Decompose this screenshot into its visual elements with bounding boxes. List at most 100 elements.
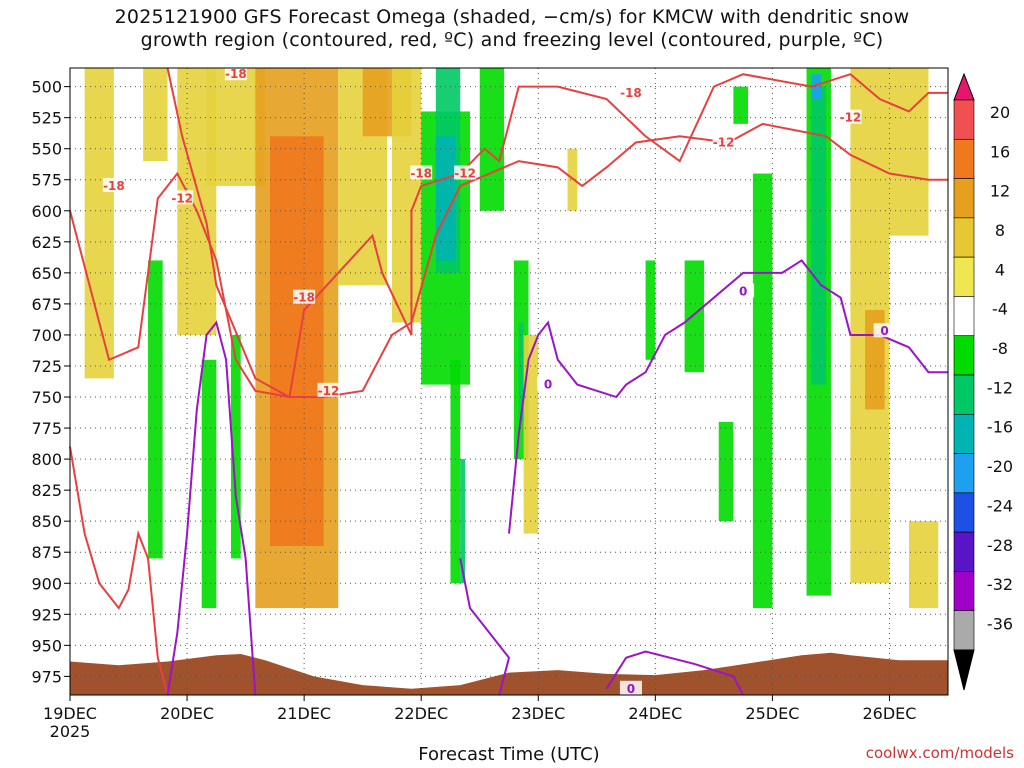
title-line-2: growth region (contoured, red, ºC) and f… — [140, 29, 884, 51]
contour-label-12: 0 — [880, 324, 888, 338]
contour-label-5: -18 — [410, 167, 432, 181]
y-tick-label-675: 675 — [31, 295, 62, 314]
omega-region-8 — [391, 68, 422, 323]
colorbar-label-5: -4 — [992, 300, 1008, 319]
x-axis-label: Forecast Time (UTC) — [418, 744, 600, 765]
y-tick-label-700: 700 — [31, 326, 62, 345]
y-tick-label-600: 600 — [31, 202, 62, 221]
contour-label-8: -12 — [713, 135, 735, 149]
contour-label-1: -12 — [171, 191, 193, 205]
omega-region-1 — [143, 68, 168, 162]
colorbar-segment-12 — [953, 531, 975, 572]
colorbar-segment-8 — [953, 374, 975, 415]
y-tick-label-875: 875 — [31, 543, 62, 562]
contour-label-bg-0 — [102, 177, 125, 192]
colorbar-label-11: -28 — [987, 536, 1013, 555]
contour-label-bg-13 — [619, 680, 642, 695]
contour-label-bg-7 — [619, 84, 642, 99]
x-tick-label-26DEC: 26DEC — [862, 704, 916, 723]
contour-label-bg-6 — [454, 165, 477, 180]
contour-label-bg-3 — [293, 289, 316, 304]
y-tick-label-850: 850 — [31, 512, 62, 531]
colorbar-label-6: -8 — [992, 339, 1008, 358]
omega-region-29 — [811, 74, 822, 100]
omega-region-10 — [201, 359, 217, 609]
omega-region-22 — [645, 260, 656, 360]
contour-label-0: -18 — [103, 179, 125, 193]
x-tick-label-24DEC: 24DEC — [628, 704, 682, 723]
colorbar-segment-3 — [953, 178, 975, 219]
omega-region-5 — [269, 136, 324, 547]
colorbar-segment-2 — [953, 138, 975, 179]
freezing-level-main — [459, 558, 511, 696]
colorbar-segment-4 — [953, 217, 975, 258]
dgz-minus-18-upper — [166, 67, 948, 399]
plot-frame — [69, 67, 949, 696]
colorbar-label-9: -20 — [987, 457, 1013, 476]
omega-region-23 — [684, 260, 705, 373]
omega-region-25 — [752, 173, 773, 609]
contour-label-bg-11 — [732, 283, 755, 298]
title-line-1: 2025121900 GFS Forecast Omega (shaded, −… — [114, 6, 910, 28]
y-tick-label-950: 950 — [31, 636, 62, 655]
colorbar-label-0: 20 — [990, 103, 1010, 122]
colorbar-label-8: -16 — [987, 418, 1013, 437]
dgz-minus-12-lower — [69, 122, 948, 399]
colorbar-segment-10 — [953, 453, 975, 494]
colorbar-label-10: -24 — [987, 496, 1013, 515]
omega-region-26 — [718, 421, 734, 522]
colorbar-label-2: 12 — [990, 182, 1010, 201]
colorbar-label-4: 4 — [995, 260, 1005, 279]
contour-label-bg-9 — [839, 109, 862, 124]
freezing-level-bottom — [605, 650, 745, 696]
colorbar-segment-7 — [953, 335, 975, 376]
y-tick-label-625: 625 — [31, 233, 62, 252]
colorbar-segment-11 — [953, 492, 975, 533]
omega-region-28 — [811, 86, 827, 385]
colorbar-label-12: -32 — [987, 575, 1013, 594]
contour-label-bg-8 — [712, 134, 735, 149]
colorbar-bottom-arrow — [953, 649, 975, 691]
watermark: coolwx.com/models — [865, 744, 1014, 762]
y-tick-label-900: 900 — [31, 574, 62, 593]
omega-region-19 — [518, 322, 524, 422]
x-tick-label-19DEC: 19DEC — [43, 704, 97, 723]
y-tick-label-550: 550 — [31, 140, 62, 159]
colorbar-top-arrow — [953, 72, 975, 101]
freezing-level — [166, 320, 257, 696]
omega-region-0 — [84, 68, 114, 379]
freezing-level-rise — [508, 259, 948, 534]
omega-region-16 — [460, 459, 466, 584]
contour-label-layer: -18 -12 -18 -18 -12 -18 -12 -18 -12 -12 0 0 0 0 — [102, 66, 896, 696]
contour-label-bg-2 — [224, 66, 247, 81]
y-tick-label-975: 975 — [31, 667, 62, 686]
contour-label-13: 0 — [627, 682, 635, 696]
contour-label-bg-10 — [537, 376, 560, 391]
y-tick-label-725: 725 — [31, 357, 62, 376]
terrain-layer — [70, 652, 948, 695]
colorbar-segment-9 — [953, 413, 975, 454]
y-tick-label-650: 650 — [31, 264, 62, 283]
chart-title: 2025121900 GFS Forecast Omega (shaded, −… — [0, 6, 1024, 52]
y-tick-label-925: 925 — [31, 605, 62, 624]
contour-label-9: -12 — [840, 111, 862, 125]
omega-region-33 — [908, 521, 939, 609]
contour-label-bg-12 — [873, 323, 896, 338]
contour-label-10: 0 — [544, 378, 552, 392]
omega-shading-layer — [84, 68, 939, 609]
x-tick-label-25DEC: 25DEC — [745, 704, 799, 723]
y-axis: 500 525 550 575 600 625 650 675 700 725 750 775 800 8… — [31, 78, 70, 686]
omega-region-11 — [230, 334, 241, 559]
x-axis: 19DEC 20DEC 21DEC 22DEC 23DEC 24DEC 25DEC 26DEC… — [43, 695, 916, 741]
y-tick-label-500: 500 — [31, 78, 62, 97]
x-year-label: 2025 — [50, 722, 91, 741]
contour-label-7: -18 — [620, 86, 642, 100]
x-tick-label-20DEC: 20DEC — [160, 704, 214, 723]
omega-region-9 — [148, 260, 163, 559]
colorbar-label-13: -36 — [987, 614, 1013, 633]
contour-label-11: 0 — [739, 284, 747, 298]
terrain-surface — [70, 652, 948, 695]
y-tick-label-525: 525 — [31, 109, 62, 128]
omega-region-17 — [479, 68, 505, 211]
omega-region-20 — [523, 334, 539, 534]
